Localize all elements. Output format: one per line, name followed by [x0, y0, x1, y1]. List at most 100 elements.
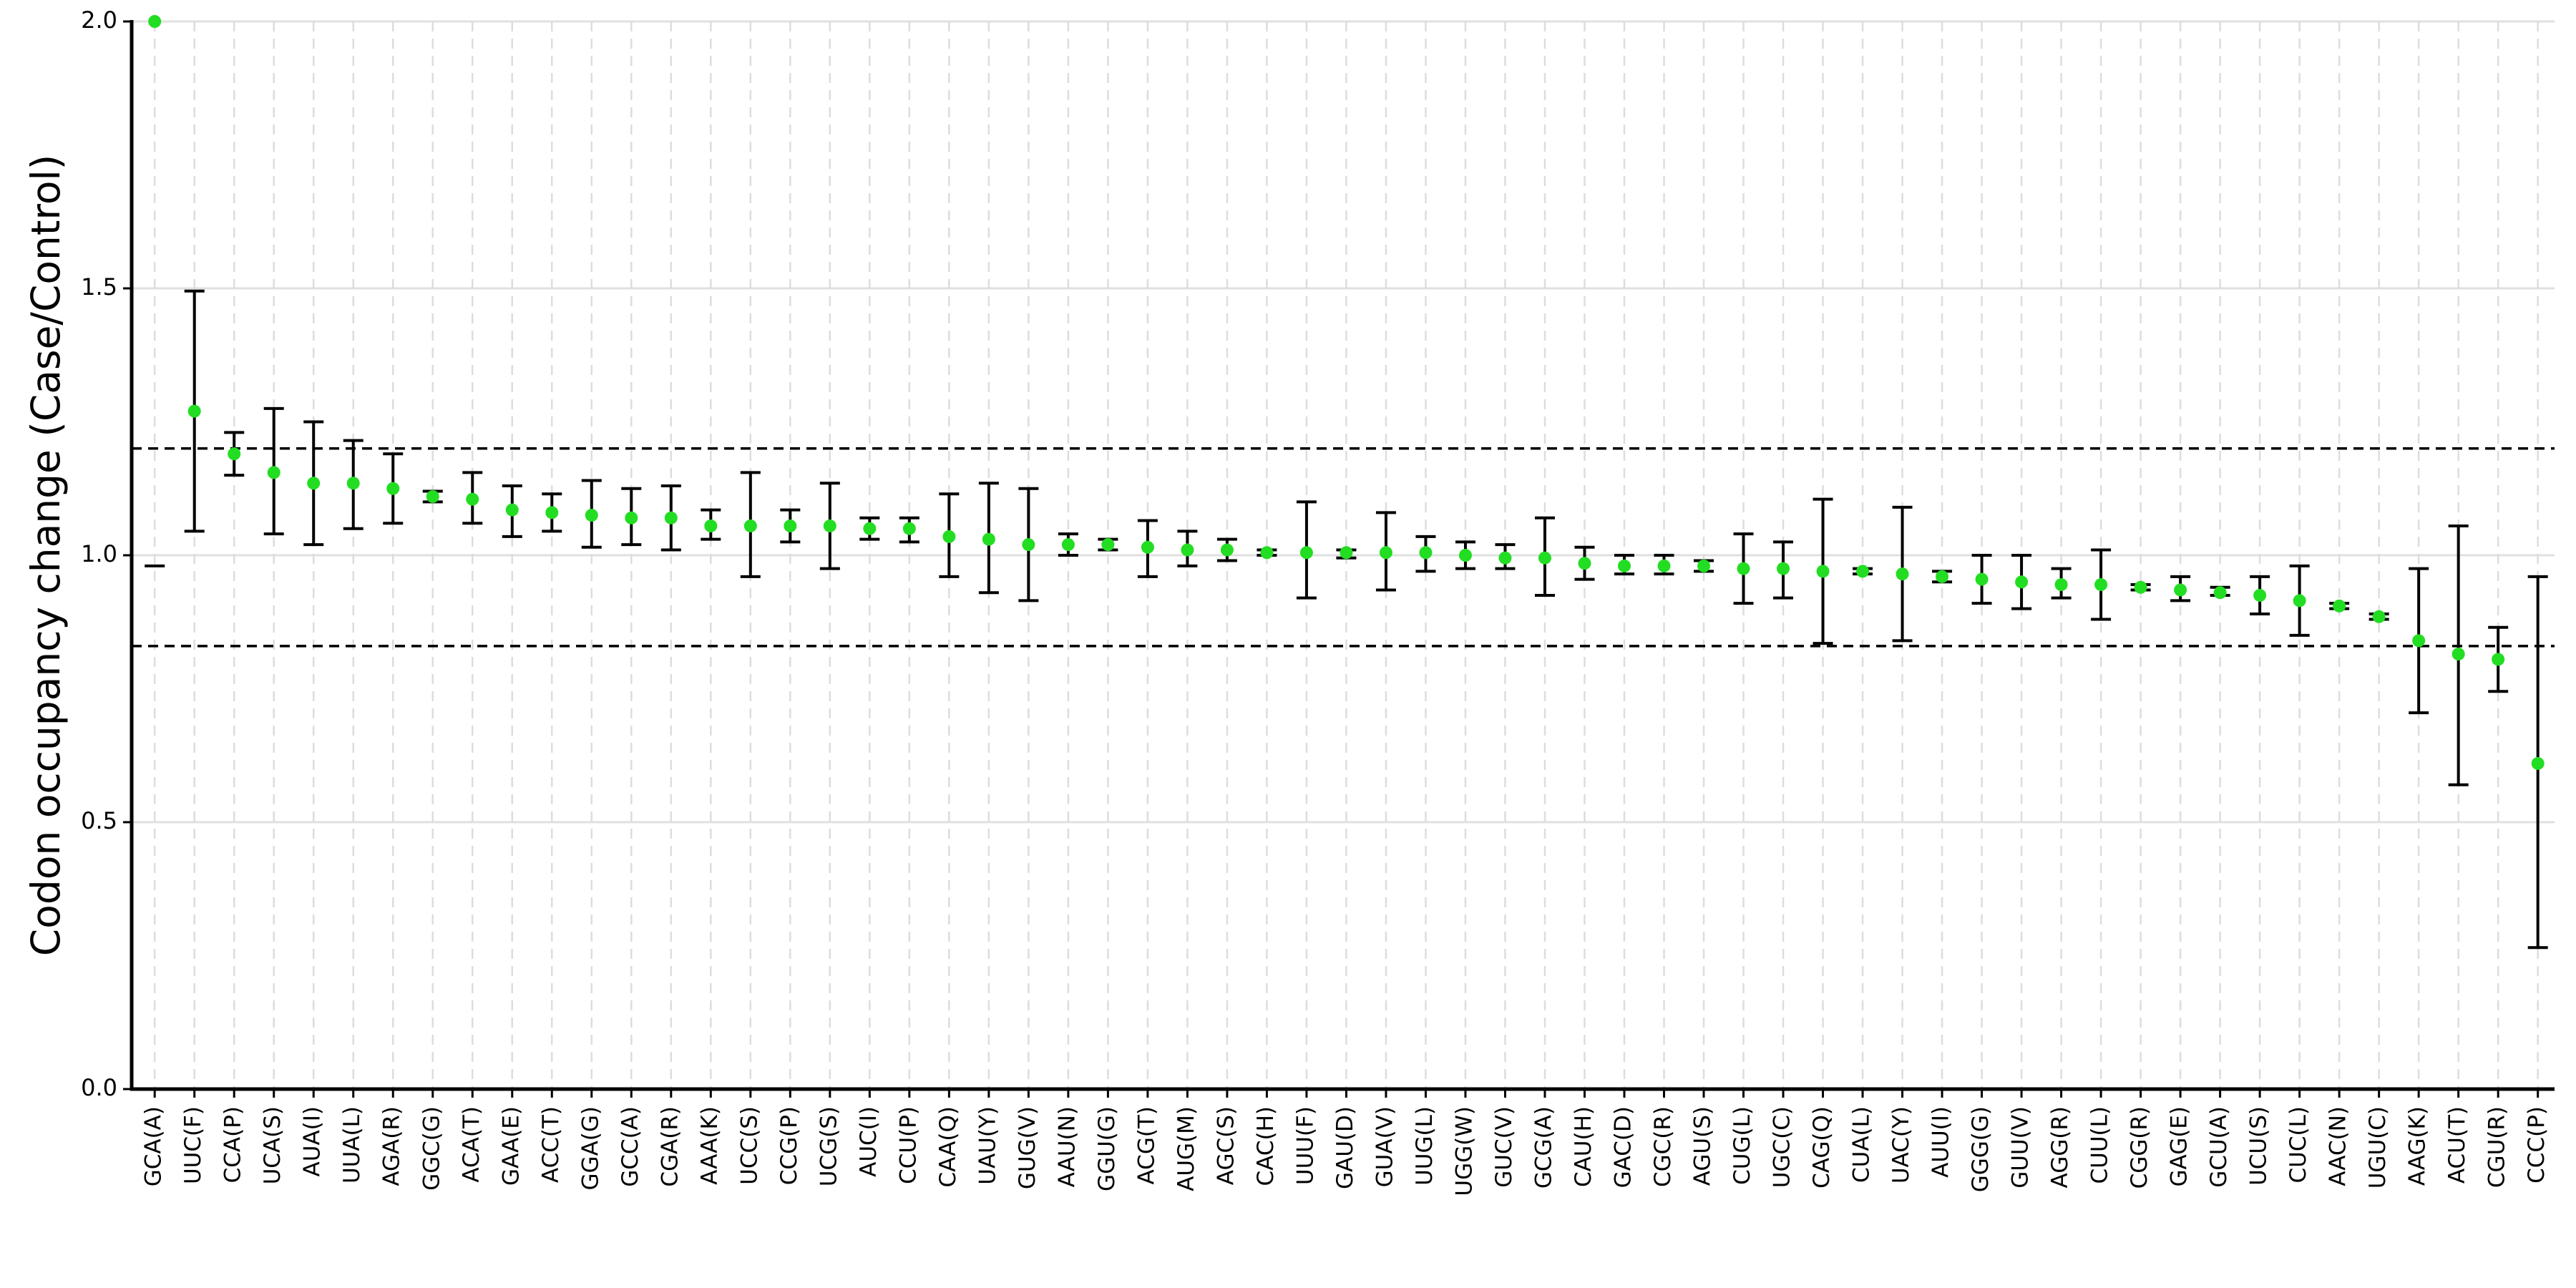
point: [664, 511, 678, 525]
point: [2253, 588, 2267, 602]
x-tick-label: GCU(A): [2206, 1106, 2232, 1188]
x-tick-label: GCC(A): [618, 1106, 643, 1187]
x-tick-label: CAA(Q): [935, 1106, 961, 1188]
point: [1260, 546, 1274, 560]
point: [1697, 559, 1711, 572]
x-tick-label: ACG(T): [1133, 1106, 1159, 1184]
point: [1181, 543, 1194, 557]
point: [267, 466, 280, 479]
y-axis-label: Codon occupancy change (Case/Control): [23, 155, 69, 956]
point: [228, 447, 241, 461]
point: [1419, 546, 1433, 560]
x-tick-label: GUU(V): [2008, 1106, 2034, 1189]
x-tick-label: UGU(C): [2365, 1106, 2391, 1189]
x-tick-label: GAU(D): [1332, 1106, 1358, 1189]
x-tick-label: GUG(V): [1015, 1106, 1040, 1189]
point: [1299, 546, 1313, 560]
x-tick-label: GGC(G): [419, 1106, 444, 1191]
x-tick-label: CGA(R): [657, 1106, 683, 1187]
x-tick-label: AUC(I): [856, 1106, 882, 1177]
x-tick-label: GGA(G): [577, 1106, 603, 1190]
x-tick-label: AAU(N): [1054, 1106, 1080, 1187]
point: [148, 15, 162, 28]
point: [863, 522, 877, 535]
x-tick-label: CCU(P): [895, 1106, 921, 1184]
x-tick-label: CUA(L): [1849, 1106, 1875, 1183]
point: [2412, 634, 2426, 648]
x-tick-label: AAC(N): [2326, 1106, 2351, 1186]
y-tick-label: 1.0: [81, 540, 117, 567]
x-tick-label: AUG(M): [1174, 1106, 1199, 1191]
x-tick-label: CCA(P): [220, 1106, 246, 1183]
x-tick-label: UUU(F): [1292, 1106, 1318, 1185]
point: [2333, 599, 2346, 613]
point: [942, 530, 956, 543]
x-tick-label: CGG(R): [2127, 1106, 2152, 1189]
point: [1141, 540, 1154, 554]
point: [743, 519, 757, 532]
x-tick-label: AUA(I): [300, 1106, 326, 1176]
point: [585, 509, 598, 522]
x-tick-label: UUA(L): [339, 1106, 365, 1184]
point: [1816, 565, 1830, 578]
y-tick-label: 1.5: [81, 273, 117, 301]
point: [2015, 575, 2029, 589]
point: [2174, 583, 2187, 597]
x-tick-label: AAG(K): [2405, 1106, 2431, 1186]
point: [625, 511, 638, 525]
x-tick-label: GAA(E): [498, 1106, 524, 1186]
point: [2372, 610, 2386, 623]
point: [426, 489, 439, 503]
point: [1379, 546, 1392, 560]
point: [1022, 538, 1035, 552]
point: [1578, 557, 1591, 570]
point: [2492, 653, 2505, 666]
x-tick-label: CUC(L): [2285, 1106, 2311, 1183]
point: [1896, 567, 1909, 581]
x-tick-label: CAG(Q): [1809, 1106, 1835, 1189]
x-tick-label: ACU(T): [2444, 1106, 2470, 1184]
x-tick-label: UGG(W): [1451, 1106, 1477, 1196]
x-tick-label: AGA(R): [379, 1106, 405, 1186]
point: [1498, 551, 1512, 565]
point: [1777, 562, 1790, 575]
point: [1936, 570, 1949, 583]
x-tick-label: UCA(S): [260, 1106, 286, 1184]
x-tick-label: GAC(D): [1610, 1106, 1636, 1188]
y-tick-label: 2.0: [81, 6, 117, 34]
x-tick-label: GGG(G): [1968, 1106, 1994, 1192]
point: [545, 506, 559, 519]
point: [2134, 580, 2147, 594]
point: [1340, 546, 1353, 560]
point: [1617, 559, 1631, 572]
x-tick-label: AGG(R): [2047, 1106, 2073, 1188]
point: [1856, 565, 1870, 578]
point: [307, 477, 321, 490]
x-tick-label: UAU(Y): [975, 1106, 1000, 1185]
point: [1101, 538, 1115, 552]
point: [386, 482, 400, 495]
point: [2531, 756, 2545, 770]
point: [2213, 586, 2227, 600]
point: [784, 519, 797, 532]
x-tick-label: GGU(G): [1094, 1106, 1120, 1191]
x-tick-label: GCG(A): [1531, 1106, 1556, 1189]
x-tick-label: CUU(L): [2087, 1106, 2113, 1184]
point: [346, 477, 360, 490]
x-tick-label: GUC(V): [1491, 1106, 1517, 1188]
x-tick-label: UCU(S): [2246, 1106, 2272, 1186]
x-tick-label: AUU(I): [1928, 1106, 1954, 1178]
x-tick-label: CGU(R): [2484, 1106, 2510, 1188]
point: [1061, 538, 1075, 552]
point: [2054, 578, 2068, 592]
x-tick-label: UCG(S): [816, 1106, 841, 1186]
x-tick-label: AGC(S): [1213, 1106, 1239, 1185]
point: [466, 492, 479, 506]
x-tick-label: AGU(S): [1690, 1106, 1716, 1186]
x-tick-label: CAC(H): [1253, 1106, 1279, 1186]
y-tick-label: 0.0: [81, 1074, 117, 1101]
x-tick-label: CCG(P): [776, 1106, 802, 1185]
x-tick-label: CCC(P): [2524, 1106, 2550, 1184]
point: [823, 519, 836, 532]
